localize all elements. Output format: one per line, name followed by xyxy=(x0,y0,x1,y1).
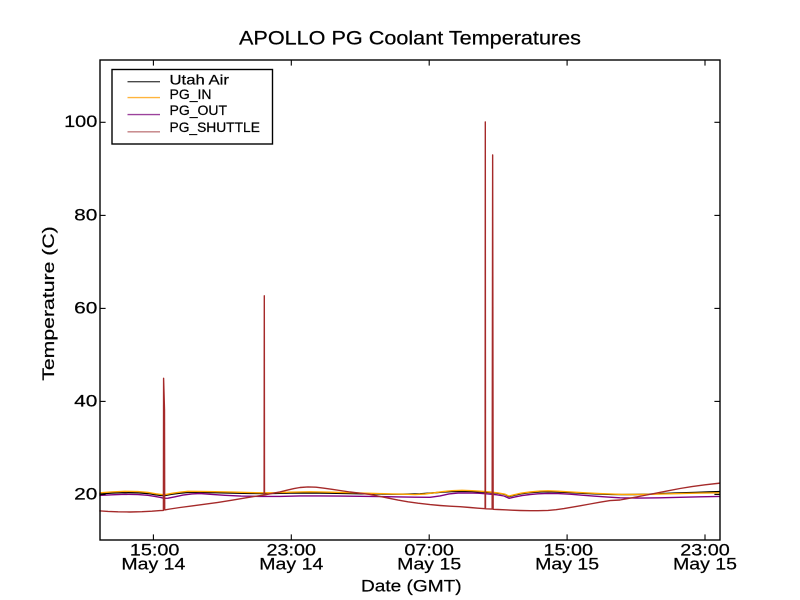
svg-text:80: 80 xyxy=(74,206,97,224)
svg-text:May 15: May 15 xyxy=(535,556,599,574)
svg-text:23:00: 23:00 xyxy=(680,542,730,560)
svg-text:May 15: May 15 xyxy=(673,556,737,574)
svg-text:100: 100 xyxy=(64,113,97,131)
svg-text:May 14: May 14 xyxy=(259,556,323,574)
svg-text:Date (GMT): Date (GMT) xyxy=(361,576,462,595)
svg-text:07:00: 07:00 xyxy=(404,542,454,560)
svg-text:23:00: 23:00 xyxy=(267,542,317,560)
svg-text:May 14: May 14 xyxy=(121,556,185,574)
svg-text:60: 60 xyxy=(74,299,97,317)
svg-text:15:00: 15:00 xyxy=(544,542,594,560)
svg-text:20: 20 xyxy=(74,485,97,503)
svg-text:40: 40 xyxy=(74,392,97,410)
svg-text:PG_OUT: PG_OUT xyxy=(170,102,228,118)
svg-text:Temperature (C): Temperature (C) xyxy=(39,226,58,381)
svg-text:PG_IN: PG_IN xyxy=(170,86,212,102)
svg-text:PG_SHUTTLE: PG_SHUTTLE xyxy=(170,119,260,135)
svg-text:Utah Air: Utah Air xyxy=(170,71,230,87)
svg-text:APOLLO PG Coolant Temperatures: APOLLO PG Coolant Temperatures xyxy=(239,28,581,49)
svg-text:May 15: May 15 xyxy=(397,556,461,574)
svg-text:15:00: 15:00 xyxy=(130,542,180,560)
